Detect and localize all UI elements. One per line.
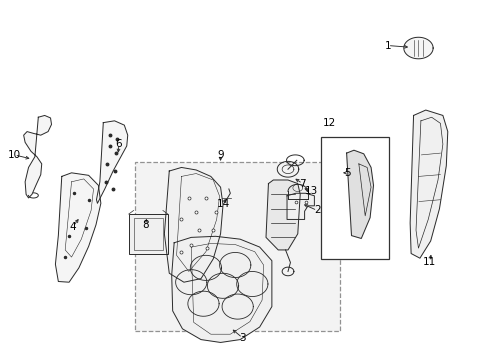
Text: 2: 2 <box>314 206 320 216</box>
Text: 6: 6 <box>116 139 122 149</box>
Bar <box>321 137 389 259</box>
Text: 13: 13 <box>304 186 318 197</box>
Polygon shape <box>24 116 51 198</box>
Text: 12: 12 <box>322 118 336 128</box>
Text: 1: 1 <box>384 41 391 50</box>
Bar <box>129 214 168 253</box>
Text: 5: 5 <box>344 168 351 178</box>
Text: 9: 9 <box>217 150 224 160</box>
Bar <box>134 218 163 250</box>
Text: 10: 10 <box>8 150 21 160</box>
Text: 14: 14 <box>217 199 230 210</box>
Polygon shape <box>410 110 448 258</box>
Text: 8: 8 <box>142 220 148 230</box>
Polygon shape <box>164 167 223 282</box>
Text: 3: 3 <box>239 333 246 343</box>
Text: 4: 4 <box>70 222 76 231</box>
Polygon shape <box>172 236 272 342</box>
Polygon shape <box>346 150 373 238</box>
Text: 11: 11 <box>423 257 436 267</box>
Polygon shape <box>266 180 300 250</box>
Polygon shape <box>97 121 128 203</box>
Polygon shape <box>287 193 315 220</box>
Bar <box>135 162 340 330</box>
Polygon shape <box>55 173 101 282</box>
Text: 7: 7 <box>299 179 306 189</box>
Polygon shape <box>404 37 433 59</box>
